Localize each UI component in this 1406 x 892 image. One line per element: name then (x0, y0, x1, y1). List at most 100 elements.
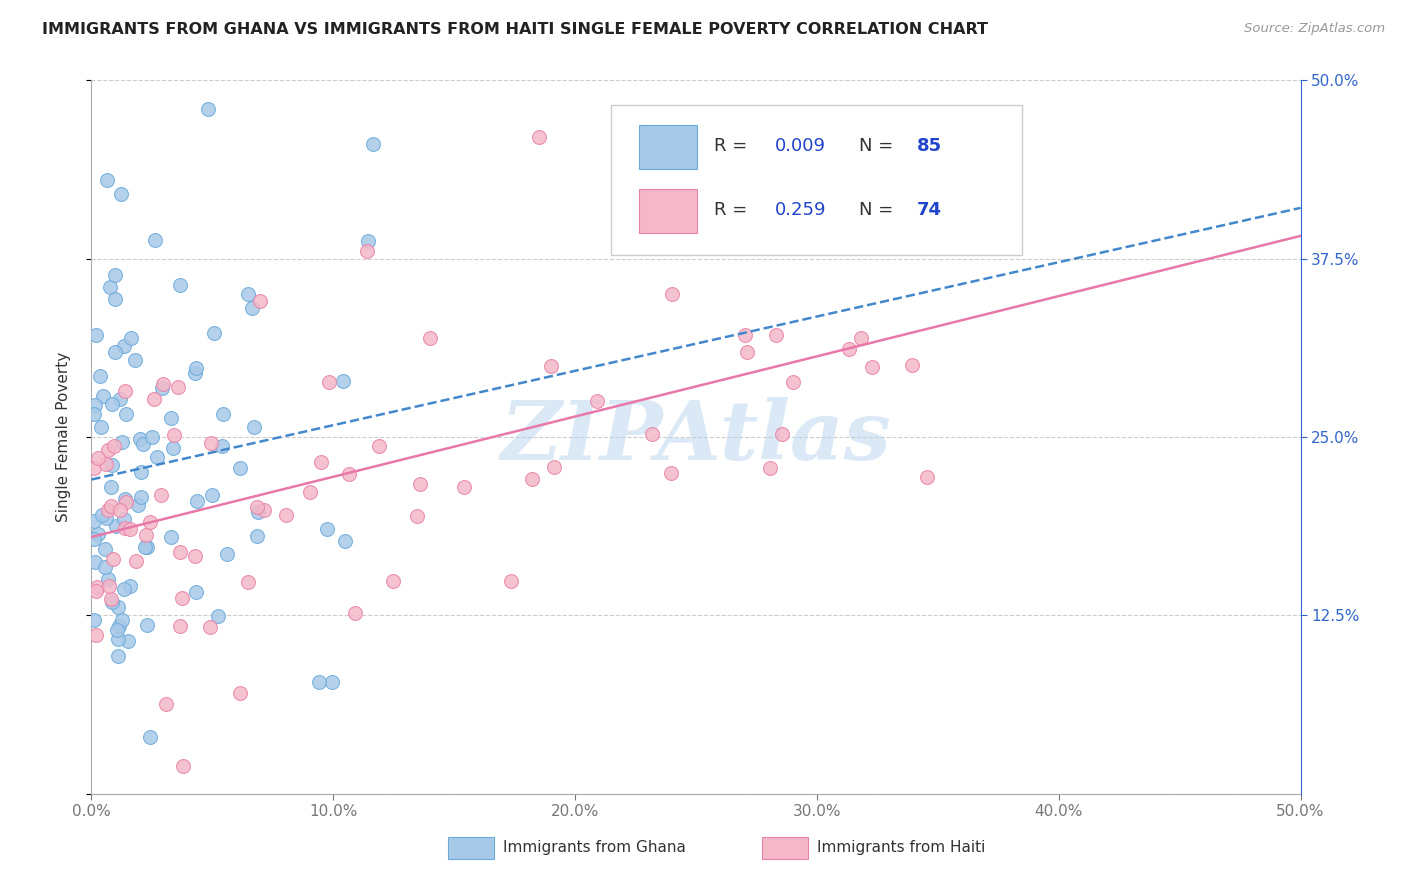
Point (419, 331, 441, 345)
Point (333, 534, 356, 549)
Point (83, 398, 105, 412)
Point (765, 328, 787, 343)
Point (84, 328, 107, 343)
Point (527, 130, 550, 145)
Point (344, 606, 367, 620)
Point (128, 433, 150, 447)
Point (134, 540, 156, 554)
Point (114, 521, 136, 535)
Point (167, 379, 190, 393)
Point (229, 686, 252, 700)
Point (838, 342, 860, 356)
Point (162, 442, 184, 456)
Text: Immigrants from Haiti: Immigrants from Haiti (817, 840, 986, 855)
Point (211, 439, 233, 453)
Text: Source: ZipAtlas.com: Source: ZipAtlas.com (1244, 22, 1385, 36)
Point (98, 579, 121, 593)
Point (103, 345, 125, 359)
Point (107, 648, 129, 663)
Point (409, 477, 432, 491)
Point (246, 500, 269, 515)
Point (90, 419, 112, 434)
Point (135, 617, 157, 632)
Point (641, 426, 664, 441)
Point (453, 479, 475, 493)
Point (105, 623, 128, 637)
Point (127, 498, 149, 512)
Point (246, 528, 269, 542)
Text: 74: 74 (917, 202, 942, 219)
Point (332, 374, 354, 388)
Point (83, 461, 105, 475)
Point (316, 522, 339, 536)
Point (114, 384, 136, 398)
Point (86, 527, 108, 541)
Point (586, 393, 609, 408)
Point (98, 280, 121, 294)
Point (86, 580, 108, 594)
Point (111, 613, 134, 627)
Point (253, 503, 276, 517)
Point (112, 339, 135, 353)
Point (540, 359, 562, 373)
Point (184, 584, 207, 599)
Point (110, 503, 132, 517)
Point (131, 466, 153, 480)
Point (183, 549, 205, 563)
Point (160, 410, 183, 425)
Text: R =: R = (714, 202, 754, 219)
Point (112, 511, 135, 525)
Text: R =: R = (714, 137, 754, 155)
Point (107, 600, 129, 615)
Point (83, 613, 105, 627)
Point (100, 595, 122, 609)
FancyBboxPatch shape (640, 189, 697, 233)
Point (200, 435, 222, 450)
Point (309, 455, 332, 469)
Point (169, 619, 191, 633)
Point (169, 545, 191, 559)
Point (915, 470, 938, 484)
Point (357, 234, 380, 248)
Point (204, 326, 226, 340)
Text: 0.259: 0.259 (775, 202, 827, 219)
Point (368, 439, 391, 453)
Point (152, 377, 174, 392)
Point (169, 278, 191, 293)
Point (146, 450, 169, 464)
FancyBboxPatch shape (612, 105, 1022, 255)
Point (849, 331, 872, 345)
Point (901, 359, 924, 373)
Point (215, 547, 238, 561)
Point (159, 530, 181, 544)
Point (659, 466, 682, 480)
Point (246, 505, 269, 519)
Point (150, 381, 173, 395)
Point (103, 439, 125, 453)
Point (186, 494, 208, 508)
Point (96, 173, 118, 187)
Point (207, 608, 229, 623)
Point (97, 502, 120, 516)
FancyBboxPatch shape (449, 838, 494, 859)
Point (243, 419, 266, 434)
Point (110, 434, 132, 449)
Point (143, 233, 166, 247)
Point (100, 592, 122, 607)
Point (200, 620, 222, 634)
Point (100, 397, 122, 411)
Point (91, 389, 114, 403)
Point (361, 136, 384, 151)
Point (737, 344, 759, 359)
Point (135, 527, 157, 541)
Point (770, 426, 793, 441)
Point (83, 408, 105, 422)
FancyBboxPatch shape (762, 838, 808, 859)
Point (107, 632, 129, 646)
Point (229, 461, 252, 475)
Point (172, 758, 194, 772)
Point (94, 560, 117, 574)
Point (860, 359, 883, 374)
Point (240, 301, 263, 315)
Point (83, 514, 105, 528)
